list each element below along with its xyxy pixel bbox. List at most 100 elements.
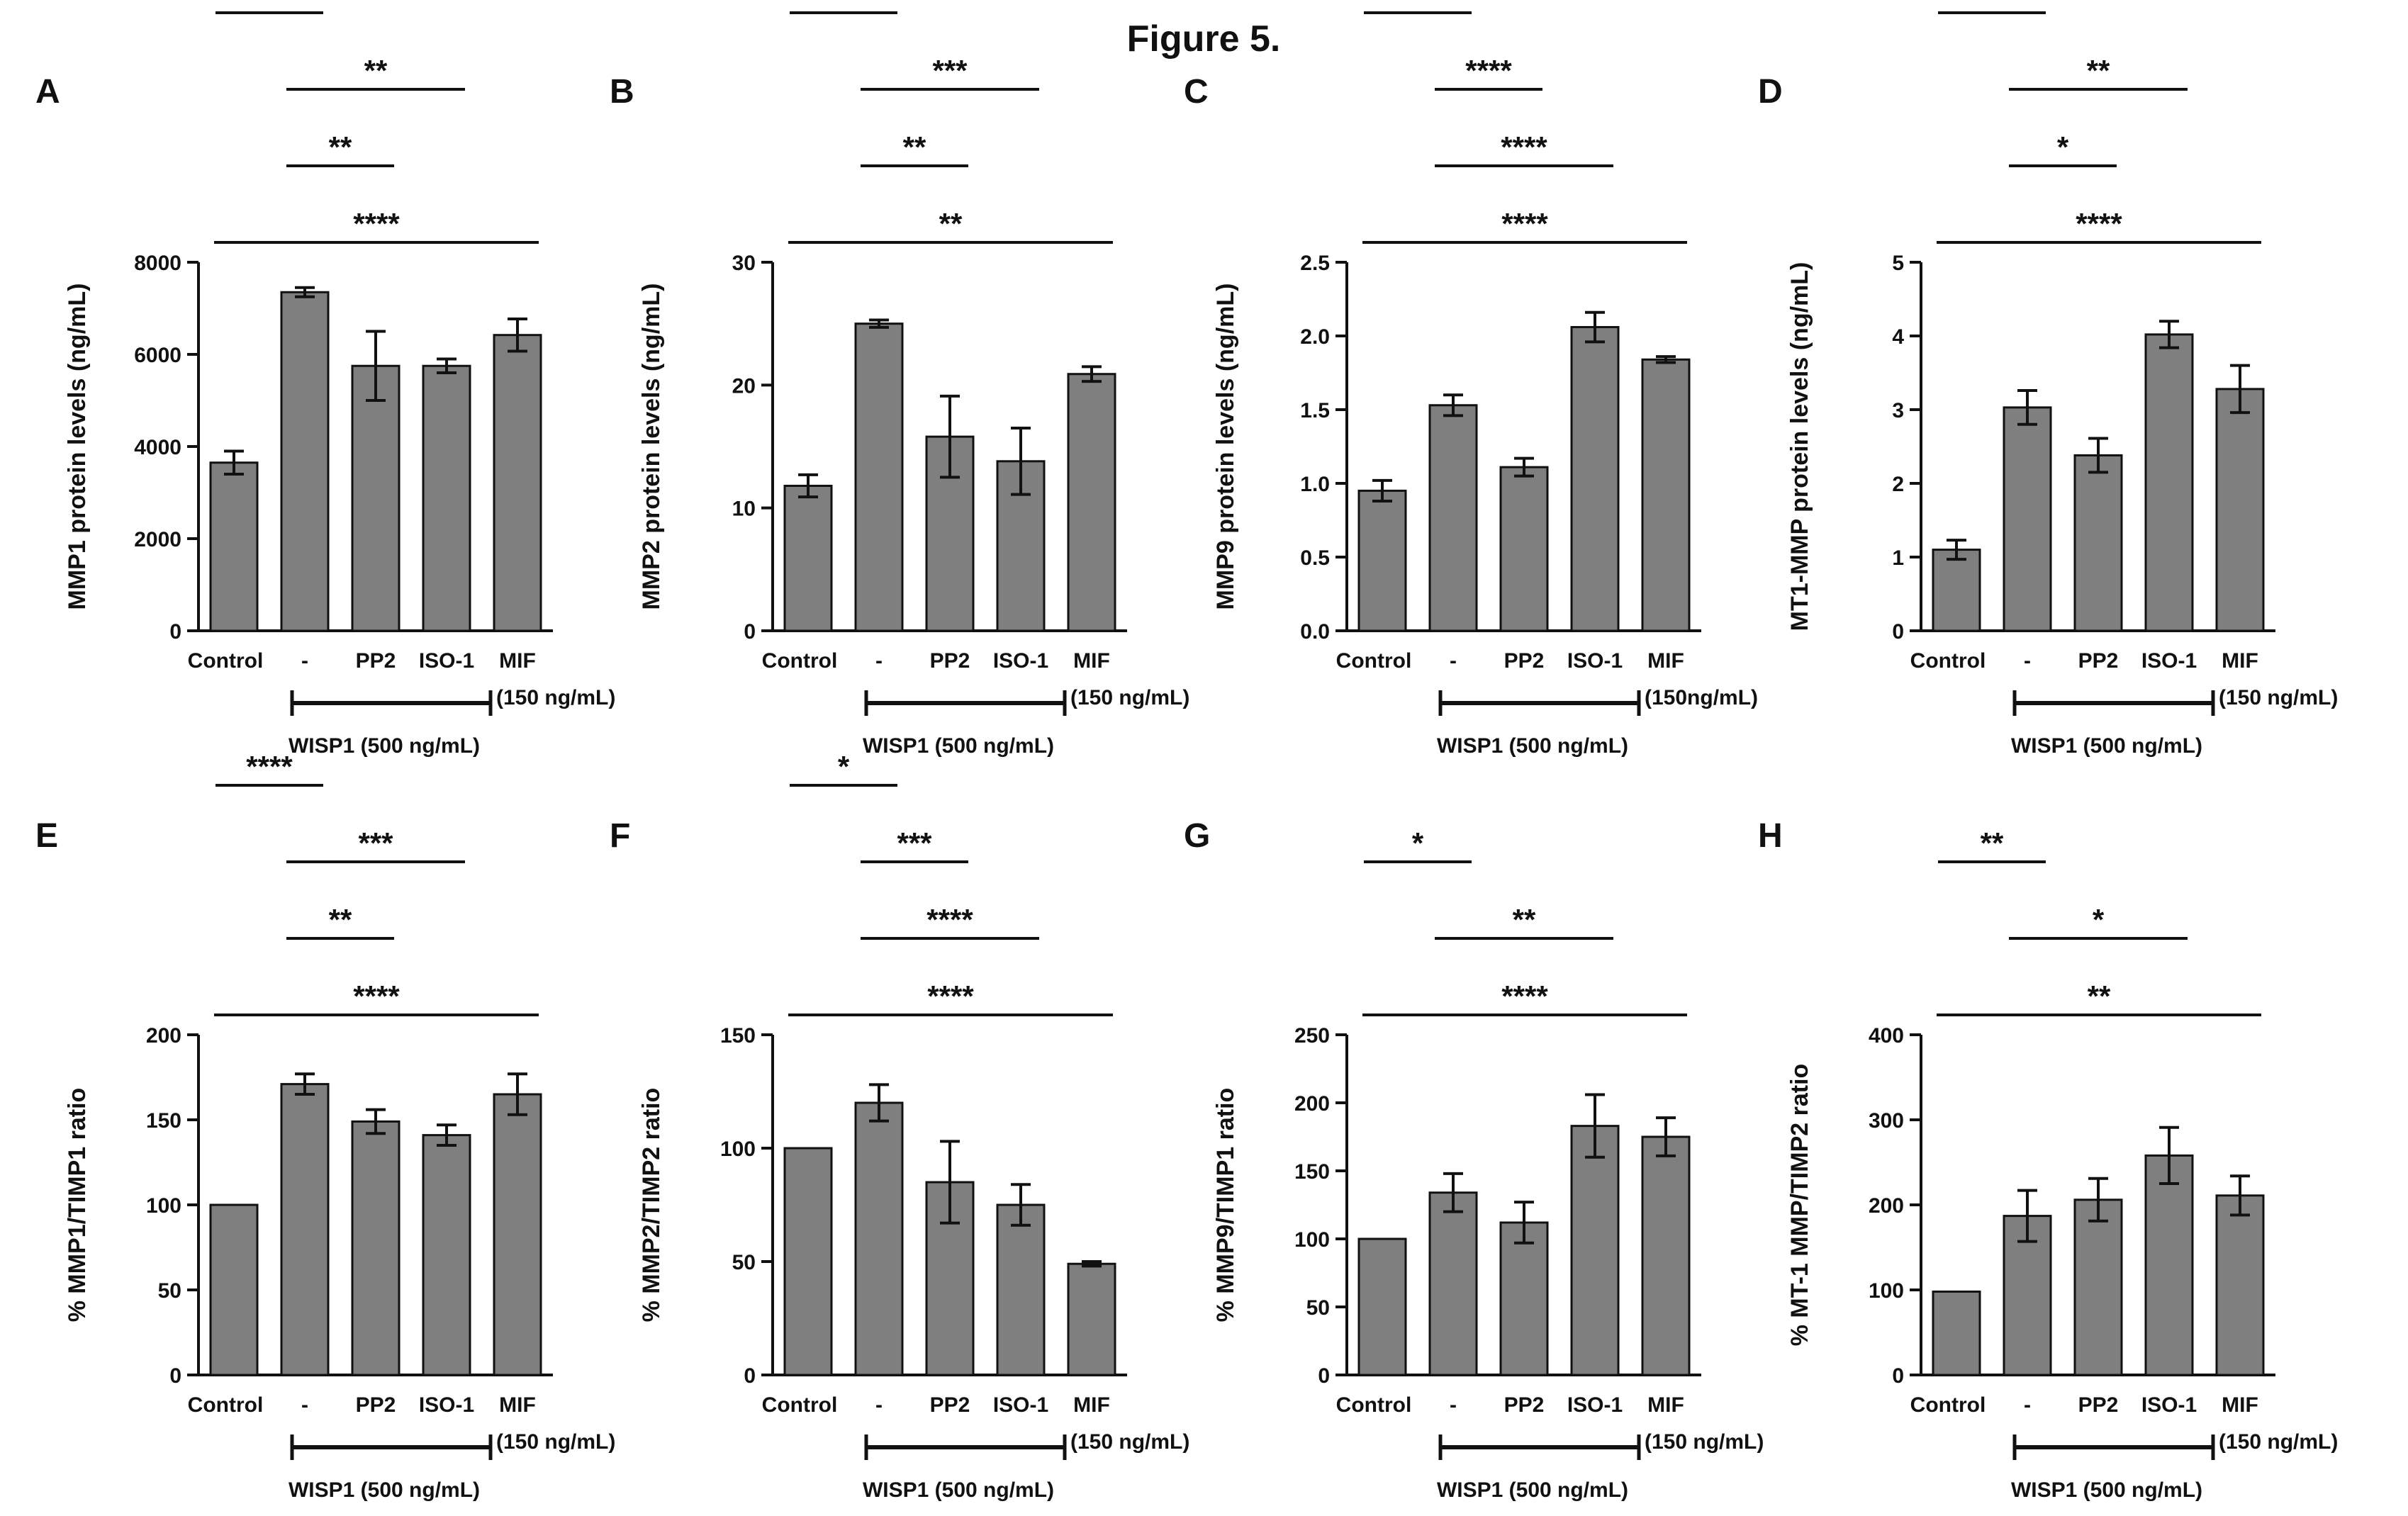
bar-4: [493, 1093, 542, 1376]
y-tick-label: 30: [732, 252, 756, 275]
x-category-label: PP2: [1504, 1393, 1545, 1417]
y-tick-label: 50: [732, 1251, 756, 1274]
wisp1-label: WISP1 (500 ng/mL): [289, 734, 480, 758]
significance-stars: ****: [1501, 979, 1548, 1013]
x-category-label: ISO-1: [2141, 649, 2197, 673]
y-tick-label: 2.5: [1300, 252, 1330, 275]
x-category-label: -: [1450, 649, 1457, 673]
y-tick-label: 0: [1318, 1364, 1330, 1388]
x-category-label: Control: [1336, 649, 1412, 673]
bar-4: [493, 334, 542, 632]
significance-stars: **: [1513, 903, 1536, 936]
panel-a: A 0 2000 4000 6000 8000 MMP1 protein levels (n…: [35, 0, 615, 758]
mif-concentration-note: (150 ng/mL): [1645, 1430, 1764, 1454]
bar-1: [1428, 404, 1478, 632]
y-tick-label: 0: [1892, 1364, 1904, 1388]
significance-stars: *: [2057, 130, 2069, 164]
bar-1: [854, 1101, 904, 1376]
x-category-label: PP2: [2078, 1393, 2119, 1417]
panel-c: C 0.0 0.5 1.0 1.5 2.0 2.5 MMP9 protein levels (…: [1184, 0, 1758, 758]
significance-stars: ****: [820, 0, 867, 11]
x-category-label: MIF: [1073, 649, 1110, 673]
y-axis-label: % MMP9/TIMP1 ratio: [1212, 1088, 1239, 1323]
bar-3: [996, 1203, 1046, 1376]
significance-stars: ****: [1501, 130, 1547, 164]
panel-g: G 0 50 100 150 200 250 % MMP9/TIMP1 ratio Contro…: [1184, 817, 1764, 1502]
significance-stars: ****: [246, 0, 293, 11]
y-tick-label: 2.0: [1300, 325, 1330, 349]
y-axis-label: MMP2 protein levels (ng/mL): [638, 283, 665, 610]
bar-4: [2215, 1194, 2265, 1376]
bar-4: [1067, 373, 1116, 632]
significance-stars: *: [2093, 903, 2105, 936]
significance-stars: **: [2088, 979, 2111, 1013]
bar-4: [1067, 1262, 1116, 1376]
x-category-label: Control: [1336, 1393, 1412, 1417]
y-tick-label: 100: [1294, 1228, 1330, 1252]
mif-concentration-note: (150 ng/mL): [496, 686, 615, 709]
x-category-label: -: [875, 649, 883, 673]
x-category-label: PP2: [2078, 649, 2119, 673]
significance-stars: ****: [2076, 207, 2122, 240]
y-axis-label: % MT-1 MMP/TIMP2 ratio: [1786, 1064, 1813, 1347]
panel-letter: G: [1184, 817, 1210, 855]
significance-stars: ****: [1501, 207, 1548, 240]
y-tick-label: 2000: [134, 528, 181, 551]
bar-1: [280, 291, 330, 632]
x-category-label: -: [1450, 1393, 1457, 1417]
x-category-label: PP2: [930, 1393, 970, 1417]
bar-3: [422, 1134, 471, 1376]
y-tick-label: 0: [169, 620, 181, 644]
bar-3: [422, 364, 471, 632]
y-tick-label: 20: [732, 374, 756, 398]
y-tick-label: 2: [1892, 473, 1904, 496]
bar-0: [1932, 1290, 1981, 1376]
y-tick-label: 200: [146, 1024, 181, 1048]
mif-concentration-note: (150 ng/mL): [1070, 1430, 1189, 1454]
y-tick-label: 150: [720, 1024, 756, 1048]
wisp1-label: WISP1 (500 ng/mL): [2011, 1478, 2202, 1502]
y-tick-label: 300: [1869, 1109, 1904, 1133]
panel-letter: B: [610, 73, 634, 111]
x-category-label: Control: [1910, 649, 1986, 673]
mif-concentration-note: (150 ng/mL): [1070, 686, 1189, 709]
figure-title: Figure 5.: [1127, 18, 1281, 60]
significance-stars: *: [838, 750, 850, 783]
x-category-label: MIF: [1647, 649, 1684, 673]
bar-4: [1641, 1135, 1691, 1376]
significance-stars: ***: [932, 54, 968, 87]
x-category-label: ISO-1: [1567, 1393, 1623, 1417]
x-category-label: MIF: [2222, 649, 2258, 673]
wisp1-label: WISP1 (500 ng/mL): [1437, 1478, 1628, 1502]
y-axis-label: % MMP2/TIMP2 ratio: [638, 1088, 665, 1323]
y-tick-label: 1.5: [1300, 399, 1330, 422]
y-tick-label: 8000: [134, 252, 181, 275]
bar-2: [351, 364, 401, 632]
panel-letter: D: [1758, 73, 1783, 111]
bar-2: [1499, 1221, 1549, 1376]
x-category-label: ISO-1: [993, 1393, 1048, 1417]
y-tick-label: 100: [1869, 1279, 1904, 1303]
bar-0: [1357, 1237, 1407, 1376]
x-category-label: ISO-1: [2141, 1393, 2197, 1417]
wisp1-label: WISP1 (500 ng/mL): [863, 1478, 1054, 1502]
bar-2: [2073, 1198, 2123, 1376]
mif-concentration-note: (150 ng/mL): [496, 1430, 615, 1454]
significance-stars: *: [1412, 826, 1424, 860]
x-category-label: Control: [762, 1393, 838, 1417]
x-category-label: MIF: [499, 649, 536, 673]
significance-stars: ****: [927, 979, 974, 1013]
significance-stars: ****: [1465, 54, 1512, 87]
panel-letter: F: [610, 817, 630, 855]
x-category-label: MIF: [2222, 1393, 2258, 1417]
x-category-label: MIF: [499, 1393, 536, 1417]
y-axis-label: % MMP1/TIMP1 ratio: [64, 1088, 91, 1323]
panel-f: F 0 50 100 150 % MMP2/TIMP2 ratio Control - PP2 I…: [610, 750, 1189, 1502]
y-tick-label: 200: [1869, 1194, 1904, 1218]
significance-stars: **: [329, 130, 352, 164]
significance-stars: **: [364, 54, 388, 87]
panel-letter: E: [35, 817, 58, 855]
mif-concentration-note: (150ng/mL): [1645, 686, 1758, 709]
bar-0: [783, 1147, 833, 1376]
